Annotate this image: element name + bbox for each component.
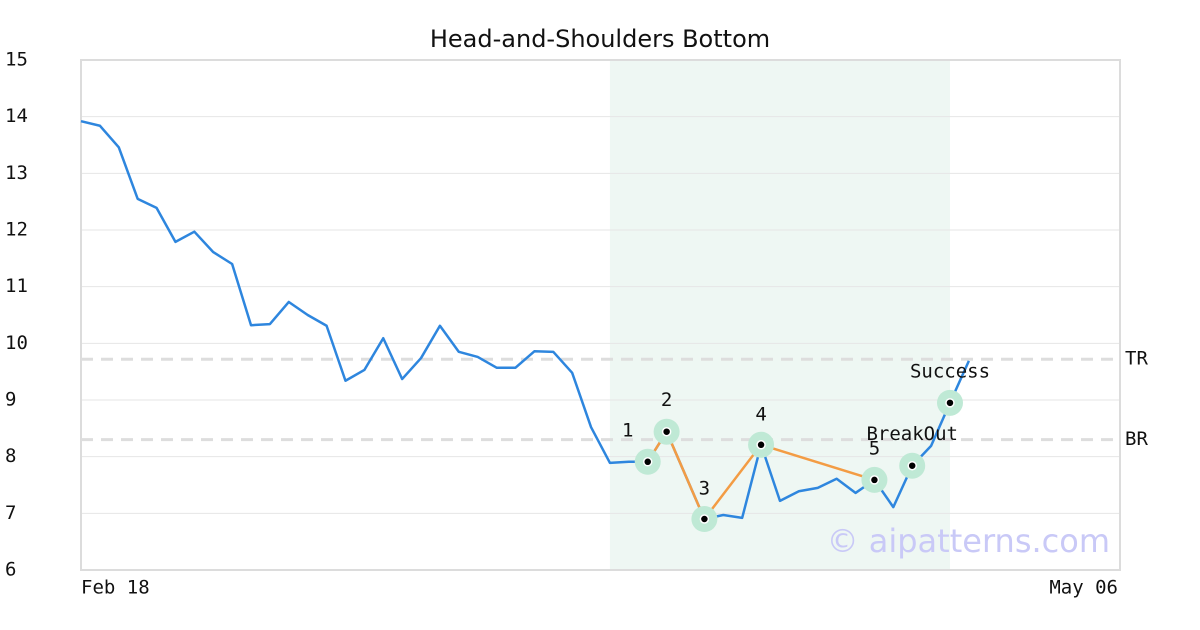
- pattern-zone: [609, 60, 950, 570]
- x-tick-label: Feb 18: [81, 577, 150, 599]
- marker-dot: [945, 398, 955, 408]
- marker-dot: [869, 475, 880, 485]
- marker-dot: [699, 514, 710, 524]
- marker-dot: [661, 426, 672, 437]
- y-tick-label: 15: [5, 49, 28, 71]
- y-tick-label: 9: [5, 389, 16, 411]
- y-tick-label: 11: [5, 275, 28, 297]
- y-tick-label: 10: [5, 332, 28, 354]
- plot-frame: [80, 59, 1121, 571]
- marker-label: 5: [869, 437, 880, 459]
- y-tick-label: 6: [5, 559, 16, 581]
- x-tick-label: May 06: [1049, 577, 1118, 599]
- marker-dot: [756, 440, 766, 450]
- y-tick-label: 8: [5, 445, 16, 467]
- chart-title: Head-and-Shoulders Bottom: [430, 25, 770, 53]
- y-tick-label: 13: [5, 162, 28, 184]
- marker-label: BreakOut: [866, 423, 958, 445]
- price-line: [80, 119, 971, 521]
- level-label: BR: [1125, 428, 1148, 450]
- marker-label: 2: [661, 389, 672, 411]
- marker-dot: [907, 460, 917, 471]
- watermark: © aipatterns.com: [827, 522, 1110, 560]
- marker-dot: [642, 457, 653, 467]
- y-tick-label: 12: [5, 219, 28, 241]
- marker-label: 4: [755, 403, 766, 425]
- marker-label: Success: [910, 360, 990, 382]
- y-tick-label: 14: [5, 105, 28, 127]
- y-tick-label: 7: [5, 502, 16, 524]
- level-label: TR: [1125, 348, 1148, 370]
- marker-label: 3: [699, 478, 710, 500]
- marker-label: 1: [622, 419, 633, 441]
